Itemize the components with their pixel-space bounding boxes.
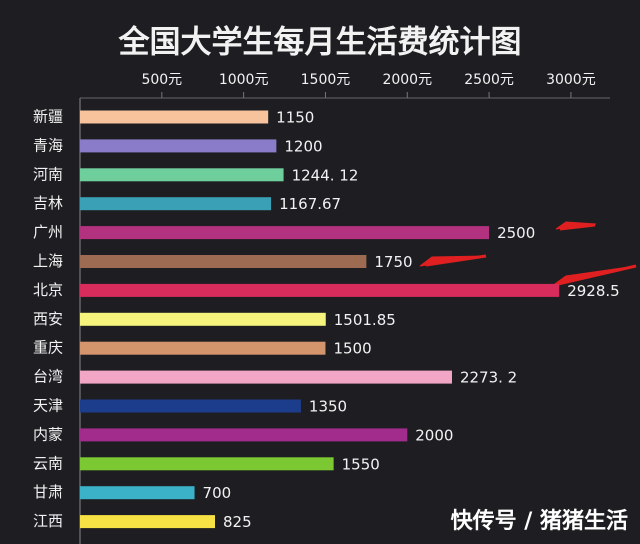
y-tick-label: 北京 [33,281,63,299]
bar [80,399,301,413]
chart-title: 全国大学生每月生活费统计图 [118,25,522,61]
value-label: 1244. 12 [292,166,359,184]
bar [80,197,272,211]
value-label: 1350 [309,398,347,416]
y-tick-label: 广州 [33,223,63,241]
y-tick-label: 内蒙 [33,425,63,443]
arrow [425,254,487,267]
y-tick-label: 吉林 [33,194,63,212]
arrow [559,223,596,231]
bar [80,486,195,500]
bar [80,226,490,240]
bar [80,255,367,268]
value-label: 2928.5 [567,282,620,300]
value-label: 1200 [284,137,322,155]
watermark: 快传号 / 猪猪生活 [451,508,628,534]
y-tick-label: 新疆 [33,108,63,126]
y-tick-label: 甘肃 [33,483,63,501]
bar [80,110,269,124]
value-label: 1750 [374,253,412,271]
x-tick-label: 500元 [141,72,182,88]
value-label: 1501.85 [334,311,396,329]
value-label: 1150 [276,109,314,127]
arrow [557,264,637,286]
value-label: 2000 [415,426,453,444]
x-tick-label: 2500元 [464,72,514,88]
value-label: 2273. 2 [460,369,517,387]
value-label: 700 [203,484,232,502]
y-tick-label: 西安 [33,310,63,328]
bar [80,515,215,529]
bar [80,168,284,182]
bar [80,341,326,355]
y-tick-label: 云南 [33,454,63,472]
y-tick-label: 天津 [33,397,63,415]
value-label: 1500 [333,340,371,358]
bar [80,283,560,297]
value-label: 2500 [497,224,535,242]
bar [80,139,277,153]
y-tick-label: 重庆 [33,339,63,357]
x-tick-label: 2000元 [382,72,432,88]
y-tick-label: 台湾 [33,368,63,386]
bar [80,428,408,442]
x-tick-label: 3000元 [546,72,596,88]
value-label: 1550 [342,455,380,473]
bar [80,457,334,471]
x-tick-label: 1500元 [301,72,351,88]
y-tick-label: 河南 [33,165,63,183]
x-tick-label: 1000元 [219,72,269,88]
y-tick-label: 江西 [33,512,63,530]
arrows [419,221,637,287]
value-label: 1167.67 [279,195,341,213]
bar [80,312,326,326]
value-label: 825 [223,513,252,531]
bar [80,370,452,384]
y-tick-label: 青海 [33,136,63,154]
y-tick-label: 上海 [33,252,63,270]
